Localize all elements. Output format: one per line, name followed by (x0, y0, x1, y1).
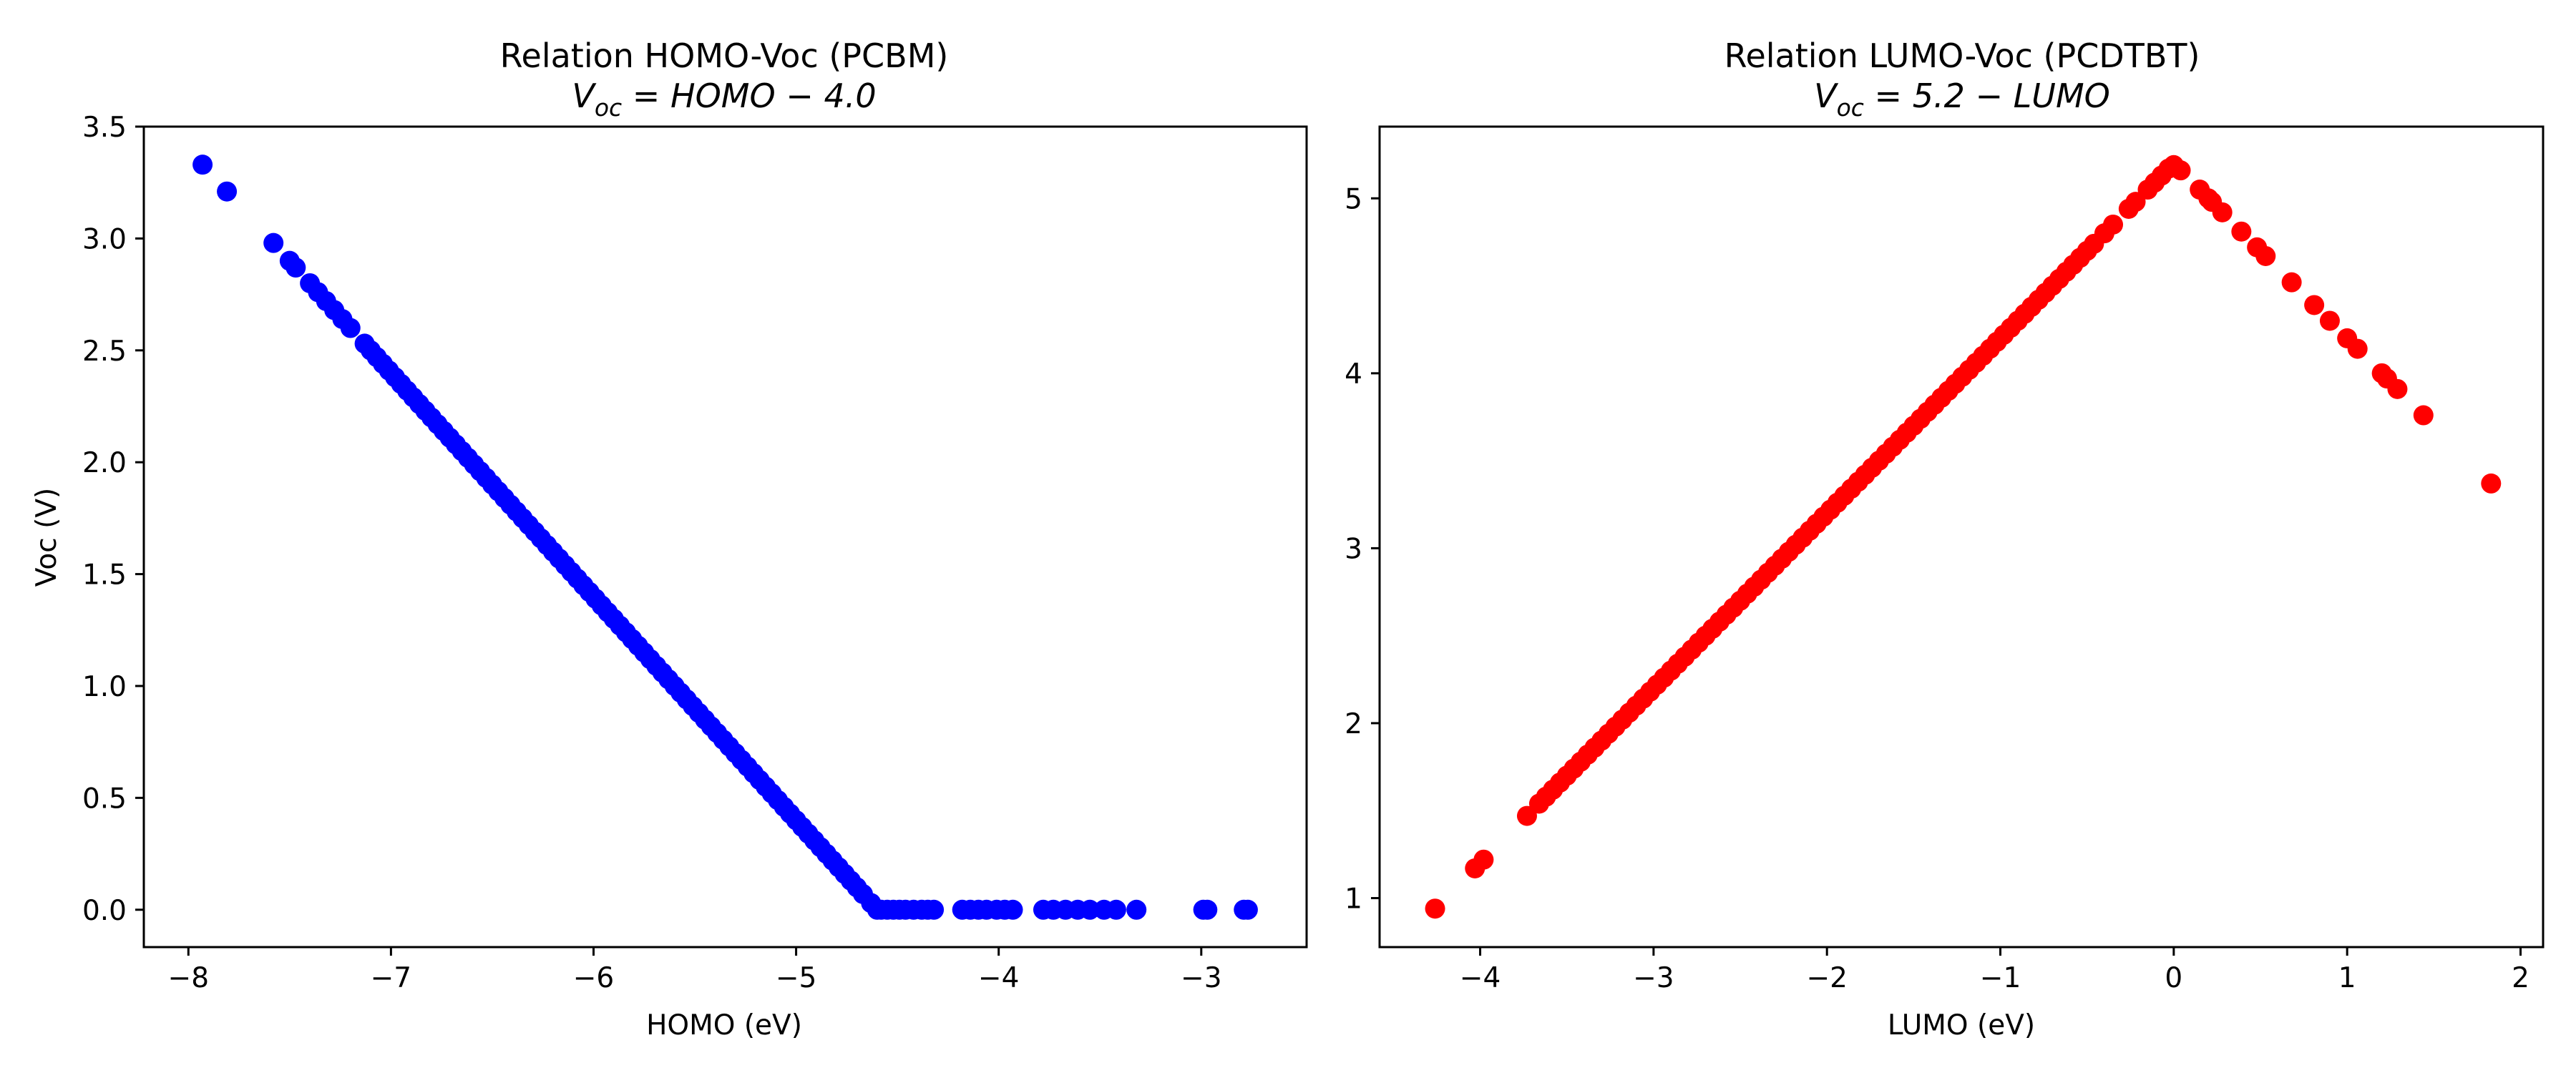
lumo-data-point (2481, 473, 2502, 494)
homo-data-point (1002, 899, 1023, 920)
homo-y-tick-label: 1.0 (82, 671, 127, 703)
homo-y-tick-label: 3.0 (82, 223, 127, 255)
lumo-x-tick-label: −4 (1460, 962, 1501, 994)
lumo-data-point (2319, 310, 2340, 331)
lumo-data-point (2413, 405, 2434, 426)
homo-data-point (1126, 899, 1147, 920)
lumo-chart-equation: Voc = 5.2 − LUMO (1814, 77, 2110, 122)
homo-data-point (286, 258, 306, 278)
homo-x-tick-label: −5 (776, 962, 817, 994)
lumo-x-tick-label: 2 (2512, 962, 2529, 994)
homo-data-point (217, 181, 238, 202)
homo-chart-title: Relation HOMO-Voc (PCBM) (500, 36, 949, 75)
lumo-data-point (1473, 849, 1494, 870)
homo-y-tick-label: 0.0 (82, 895, 127, 927)
homo-x-tick-label: −7 (371, 962, 412, 994)
lumo-data-point (2231, 221, 2252, 242)
homo-data-point (1080, 899, 1101, 920)
homo-data-point (340, 318, 361, 338)
lumo-data-point (2304, 295, 2325, 315)
homo-y-tick-label: 1.5 (82, 559, 127, 592)
lumo-data-point (2281, 272, 2302, 293)
homo-y-tick-label: 3.5 (82, 112, 127, 144)
lumo-x-axis-label: LUMO (eV) (1888, 1009, 2035, 1042)
lumo-chart-title: Relation LUMO-Voc (PCDTBT) (1724, 36, 2200, 75)
homo-data-point (263, 232, 284, 253)
lumo-x-tick-label: −3 (1633, 962, 1674, 994)
lumo-data-point (2103, 214, 2124, 235)
homo-data-point (1106, 899, 1126, 920)
lumo-data-point (1425, 898, 1445, 919)
lumo-voc-panel: Relation LUMO-Voc (PCDTBT) Voc = 5.2 − L… (1345, 36, 2545, 1042)
homo-data-point (924, 899, 945, 920)
lumo-axes-frame (1378, 125, 2545, 949)
homo-chart-equation: Voc = HOMO − 4.0 (572, 77, 876, 122)
lumo-data-point (2387, 378, 2408, 399)
lumo-data-point (1516, 805, 1537, 826)
homo-y-tick-label: 2.5 (82, 335, 127, 368)
homo-data-point (1197, 899, 1218, 920)
homo-x-axis-label: HOMO (eV) (646, 1009, 802, 1042)
homo-x-tick-label: −4 (978, 962, 1020, 994)
lumo-x-tick-label: 1 (2338, 962, 2356, 994)
homo-x-tick-label: −6 (573, 962, 615, 994)
lumo-y-tick-label: 5 (1345, 183, 1362, 215)
lumo-x-tick-label: −1 (1980, 962, 2021, 994)
homo-data-point (192, 155, 213, 175)
lumo-x-tick-label: 0 (2165, 962, 2182, 994)
lumo-plot-area (1425, 155, 2502, 919)
homo-x-tick-label: −3 (1181, 962, 1222, 994)
homo-y-tick-label: 2.0 (82, 447, 127, 479)
lumo-data-point (2125, 192, 2146, 212)
homo-y-axis-label: Voc (V) (31, 488, 63, 587)
homo-data-point (1237, 899, 1258, 920)
lumo-data-point (2170, 160, 2191, 181)
lumo-y-tick-label: 2 (1345, 708, 1362, 740)
homo-plot-area (192, 155, 1258, 920)
homo-voc-panel: Relation HOMO-Voc (PCBM) Voc = HOMO − 4.… (31, 36, 1308, 1042)
homo-y-tick-label: 0.5 (82, 783, 127, 815)
lumo-data-point (2212, 202, 2233, 222)
lumo-x-tick-label: −2 (1806, 962, 1848, 994)
lumo-y-tick-label: 1 (1345, 883, 1362, 916)
homo-x-tick-label: −8 (168, 962, 210, 994)
lumo-y-tick-label: 4 (1345, 358, 1362, 391)
lumo-y-tick-label: 3 (1345, 533, 1362, 565)
lumo-data-point (2255, 245, 2276, 266)
lumo-data-point (2347, 338, 2368, 359)
homo-axes-frame (142, 125, 1308, 949)
